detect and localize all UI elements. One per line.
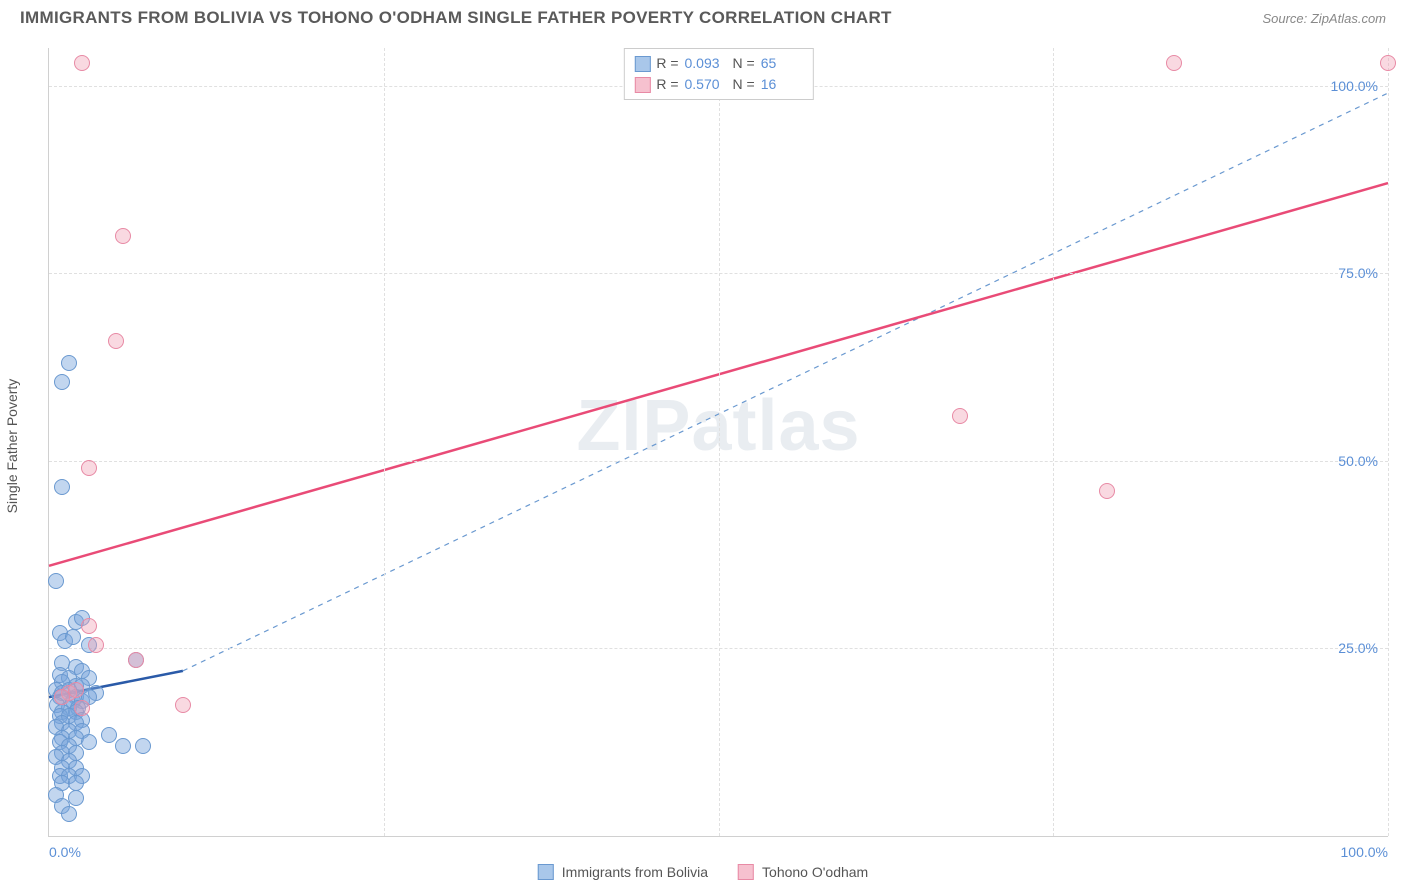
legend-item-2: Tohono O'odham — [738, 864, 868, 880]
bottom-legend: Immigrants from Bolivia Tohono O'odham — [538, 864, 868, 880]
y-tick-label: 25.0% — [1338, 640, 1378, 656]
data-point — [128, 652, 144, 668]
gridline-vertical — [1053, 48, 1054, 836]
chart-plot-area: ZIPatlas R = 0.093 N = 65 R = 0.570 N = … — [48, 48, 1388, 837]
r-label: R = — [656, 74, 678, 95]
n-label: N = — [733, 74, 755, 95]
data-point — [65, 629, 81, 645]
gridline-vertical — [1388, 48, 1389, 836]
data-point — [74, 700, 90, 716]
legend-swatch-1 — [538, 864, 554, 880]
stats-row-series-2: R = 0.570 N = 16 — [634, 74, 802, 95]
data-point — [1099, 483, 1115, 499]
swatch-series-1 — [634, 56, 650, 72]
gridline-vertical — [384, 48, 385, 836]
data-point — [81, 618, 97, 634]
watermark-zip: ZIP — [576, 386, 691, 466]
stats-row-series-1: R = 0.093 N = 65 — [634, 53, 802, 74]
y-tick-label: 75.0% — [1338, 265, 1378, 281]
swatch-series-2 — [634, 77, 650, 93]
legend-item-1: Immigrants from Bolivia — [538, 864, 708, 880]
legend-label-2: Tohono O'odham — [762, 864, 868, 880]
r-label: R = — [656, 53, 678, 74]
legend-swatch-2 — [738, 864, 754, 880]
data-point — [1380, 55, 1396, 71]
data-point — [1166, 55, 1182, 71]
data-point — [952, 408, 968, 424]
data-point — [68, 775, 84, 791]
data-point — [48, 573, 64, 589]
data-point — [54, 374, 70, 390]
r-value-1: 0.093 — [685, 53, 727, 74]
source-label: Source: ZipAtlas.com — [1262, 11, 1386, 26]
legend-label-1: Immigrants from Bolivia — [562, 864, 708, 880]
correlation-stats-box: R = 0.093 N = 65 R = 0.570 N = 16 — [623, 48, 813, 100]
chart-title: IMMIGRANTS FROM BOLIVIA VS TOHONO O'ODHA… — [20, 8, 892, 28]
y-tick-label: 100.0% — [1331, 78, 1378, 94]
data-point — [74, 55, 90, 71]
data-point — [115, 228, 131, 244]
data-point — [54, 689, 70, 705]
data-point — [101, 727, 117, 743]
n-value-1: 65 — [761, 53, 803, 74]
y-tick-label: 50.0% — [1338, 453, 1378, 469]
header: IMMIGRANTS FROM BOLIVIA VS TOHONO O'ODHA… — [0, 0, 1406, 32]
data-point — [61, 806, 77, 822]
x-tick-label: 0.0% — [49, 844, 81, 860]
data-point — [61, 355, 77, 371]
x-tick-label: 100.0% — [1341, 844, 1388, 860]
data-point — [81, 734, 97, 750]
data-point — [108, 333, 124, 349]
data-point — [88, 637, 104, 653]
data-point — [81, 460, 97, 476]
y-axis-label: Single Father Poverty — [4, 379, 20, 514]
watermark-atlas: atlas — [691, 386, 860, 466]
data-point — [135, 738, 151, 754]
data-point — [115, 738, 131, 754]
gridline-vertical — [719, 48, 720, 836]
trend-line — [183, 93, 1388, 671]
n-label: N = — [733, 53, 755, 74]
data-point — [54, 479, 70, 495]
data-point — [175, 697, 191, 713]
r-value-2: 0.570 — [685, 74, 727, 95]
n-value-2: 16 — [761, 74, 803, 95]
